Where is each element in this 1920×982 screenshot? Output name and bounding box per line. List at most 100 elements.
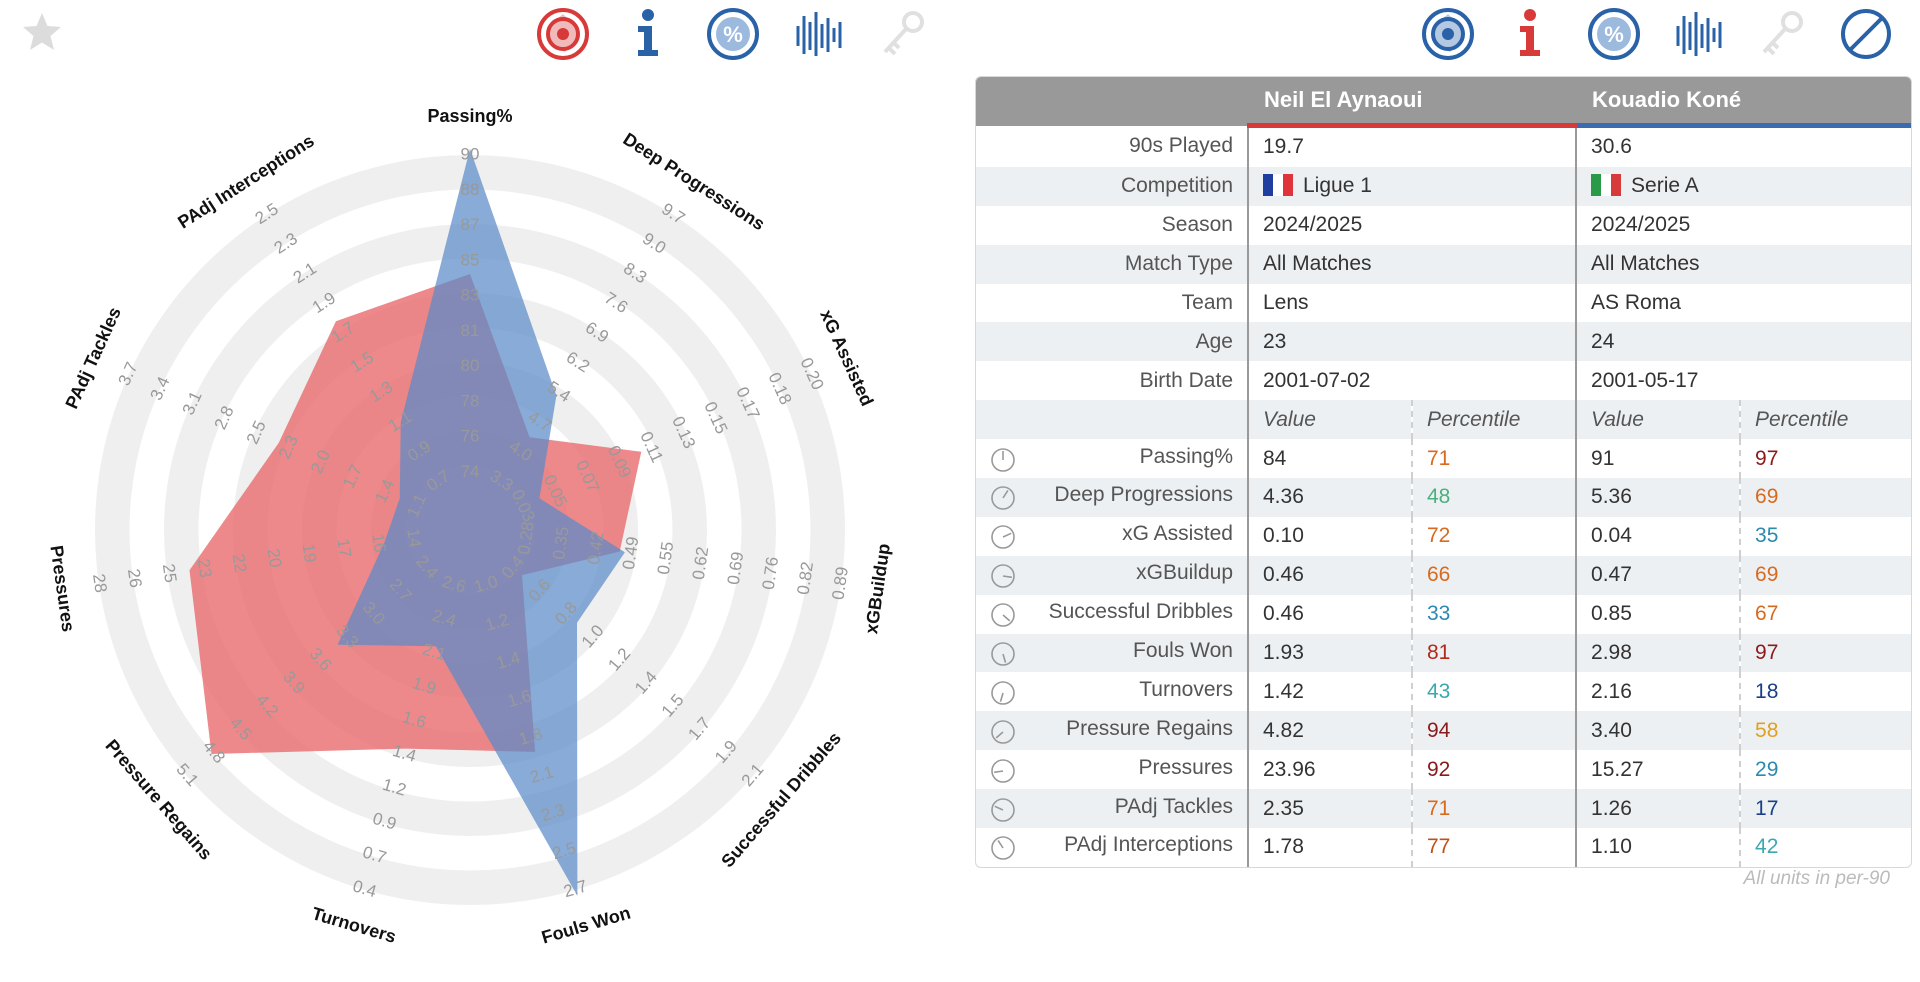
tick-label: 25 — [159, 562, 181, 583]
italy-flag-icon — [1591, 174, 1622, 197]
info-icon[interactable] — [620, 6, 676, 62]
stat-label: Fouls Won — [1133, 639, 1233, 663]
stat-label-cell: PAdj Tackles — [976, 789, 1248, 829]
tick-label: 0.35 — [549, 525, 573, 560]
axis-title: PAdj Tackles — [61, 304, 125, 412]
player2-percentile: 58 — [1739, 711, 1911, 751]
player2-percentile: 17 — [1739, 789, 1911, 829]
stat-row: Pressure Regains 4.82 94 3.40 58 — [976, 711, 1911, 751]
player1-percentile: 94 — [1410, 711, 1577, 751]
player2-percentile: 97 — [1739, 633, 1911, 673]
info-label: Age — [976, 322, 1248, 362]
player1-percentile: 48 — [1410, 478, 1577, 517]
player2-percentile: 69 — [1739, 478, 1911, 517]
player2-percentile: 29 — [1739, 750, 1911, 790]
star-icon[interactable] — [18, 8, 66, 56]
stat-label-cell: xG Assisted — [976, 517, 1248, 556]
tick-label: 81 — [461, 321, 480, 340]
svg-text:%: % — [1604, 22, 1624, 47]
player2-info-value: 2024/2025 — [1575, 205, 1911, 245]
player2-stat-value: 5.36 — [1575, 478, 1741, 517]
tick-label: 0.76 — [759, 555, 783, 590]
player2-percentile: 67 — [1739, 594, 1911, 634]
stat-row: xGBuildup 0.46 66 0.47 69 — [976, 555, 1911, 595]
stat-clock-icon — [991, 758, 1015, 783]
player1-stat-value: 0.10 — [1247, 516, 1412, 556]
percentile-icon[interactable]: % — [705, 6, 761, 62]
axis-title: Pressures — [46, 544, 78, 633]
tick-label: 16 — [368, 532, 390, 553]
stat-label: xGBuildup — [1136, 561, 1233, 585]
player2-info-value: 24 — [1575, 322, 1911, 362]
radar-icon[interactable] — [1420, 6, 1476, 62]
player1-percentile: 71 — [1410, 439, 1577, 479]
player1-stat-value: 2.35 — [1247, 789, 1412, 829]
tick-label: 74 — [461, 462, 480, 481]
percentile-header: Percentile — [1739, 400, 1911, 440]
player2-stat-value: 15.27 — [1575, 750, 1741, 790]
tick-label: 0.89 — [828, 566, 852, 601]
player1-info-value: All Matches — [1246, 244, 1577, 284]
stat-label-cell: Passing% — [976, 439, 1248, 478]
stat-row: Fouls Won 1.93 81 2.98 97 — [976, 633, 1911, 673]
player2-info-value: 2001-05-17 — [1575, 361, 1911, 401]
stat-row: Passing% 84 71 91 97 — [976, 439, 1911, 479]
player1-info-value: 2001-07-02 — [1246, 361, 1577, 401]
player2-percentile: 97 — [1739, 439, 1911, 479]
stat-clock-icon — [991, 486, 1015, 511]
barcode-icon[interactable] — [790, 6, 846, 62]
tick-label: 90 — [461, 144, 480, 163]
player2-stat-value: 2.16 — [1575, 672, 1741, 712]
key-icon[interactable] — [875, 6, 931, 62]
key-icon[interactable] — [1754, 6, 1810, 62]
stat-header-row: Value Percentile Value Percentile — [976, 400, 1911, 440]
player2-stat-value: 3.40 — [1575, 711, 1741, 751]
player1-percentile: 92 — [1410, 750, 1577, 790]
player2-stat-value: 0.04 — [1575, 516, 1741, 556]
player2-info-text: 24 — [1591, 329, 1615, 353]
info-icon[interactable] — [1502, 6, 1558, 62]
stat-label: Passing% — [1139, 444, 1233, 468]
player2-header: Kouadio Koné — [1576, 77, 1911, 128]
player1-percentile: 33 — [1410, 594, 1577, 634]
stat-row: PAdj Tackles 2.35 71 1.26 17 — [976, 789, 1911, 829]
player2-percentile: 42 — [1739, 828, 1911, 867]
player2-info-text: 2001-05-17 — [1591, 368, 1699, 392]
axis-title: Fouls Won — [539, 903, 633, 948]
tick-label: 0.42 — [584, 530, 608, 565]
radar-chart: 74 76 78 80 81 83 85 87 88 90 Passing% 3.3 4.0 4.7 5.4… — [0, 90, 960, 982]
info-label: Birth Date — [1139, 368, 1233, 392]
stat-clock-icon — [991, 525, 1015, 550]
player1-info-value: 19.7 — [1246, 125, 1577, 167]
clear-icon[interactable] — [1838, 6, 1894, 62]
header-empty — [976, 77, 1248, 126]
player2-info-text: All Matches — [1591, 252, 1700, 276]
tick-label: 0.62 — [689, 545, 713, 580]
stat-clock-icon — [991, 797, 1015, 822]
percentile-icon[interactable]: % — [1586, 6, 1642, 62]
player1-info-text: 19.7 — [1263, 135, 1304, 159]
tick-label: 0.55 — [654, 540, 678, 575]
player2-stat-value: 0.85 — [1575, 594, 1741, 634]
player2-info-value: Serie A — [1575, 166, 1911, 206]
barcode-icon[interactable] — [1670, 6, 1726, 62]
stat-clock-icon — [991, 719, 1015, 744]
stat-label-cell: xGBuildup — [976, 555, 1248, 595]
tick-label: 87 — [461, 215, 480, 234]
stat-clock-icon — [991, 447, 1015, 472]
stat-label: Successful Dribbles — [1048, 600, 1233, 624]
info-row: 90s Played 19.7 30.6 — [976, 125, 1911, 167]
info-row: Team Lens AS Roma — [976, 283, 1911, 323]
player1-percentile: 81 — [1410, 633, 1577, 673]
player1-stat-value: 23.96 — [1247, 750, 1412, 790]
player1-stat-value: 4.82 — [1247, 711, 1412, 751]
radar-icon[interactable] — [535, 6, 591, 62]
tick-label: 85 — [461, 250, 480, 269]
axis-title: Turnovers — [310, 903, 399, 947]
info-label: 90s Played — [1129, 134, 1233, 158]
stat-label-cell: Successful Dribbles — [976, 595, 1248, 634]
stat-clock-icon — [991, 642, 1015, 666]
player2-info-text: 2024/2025 — [1591, 213, 1691, 237]
player2-stat-value: 0.47 — [1575, 555, 1741, 595]
tick-label: 28 — [89, 573, 111, 594]
